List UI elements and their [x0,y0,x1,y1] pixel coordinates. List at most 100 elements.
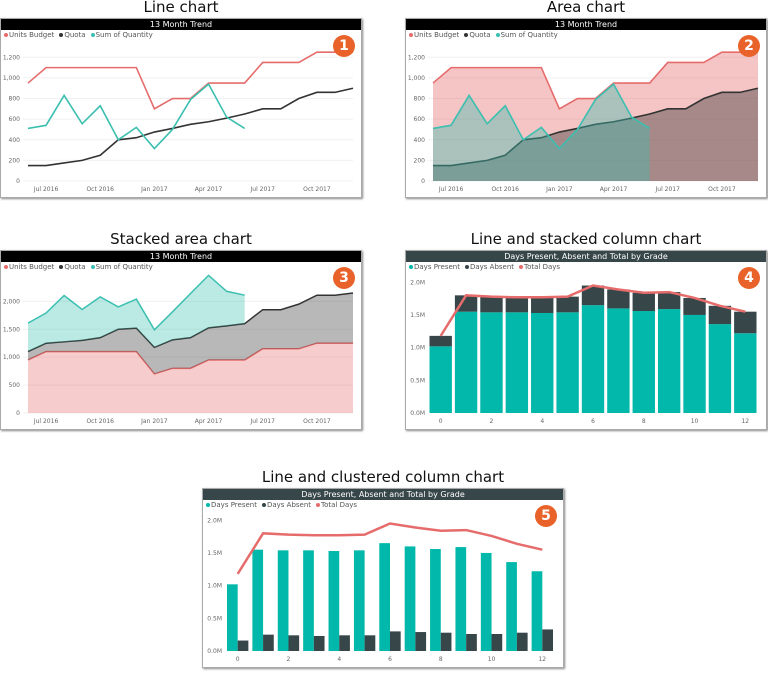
series-line-total-days [236,522,543,575]
bar-days-absent [237,640,249,651]
chart-header: 13 Month Trend [1,251,361,262]
chart-panel-4[interactable]: Days Present, Absent and Total by Grade … [405,250,767,430]
legend-item[interactable]: Total Days [316,501,357,509]
chart-title: Line chart [143,0,219,16]
legend-label: Sum of Quantity [95,263,153,271]
y-tick-label: 2.0M [207,517,222,524]
legend-dot-icon [519,265,524,269]
y-tick-label: 1,000 [3,75,20,82]
legend-item[interactable]: Quota [59,263,86,271]
chart-header: 13 Month Trend [1,19,361,30]
area-quota [433,88,758,181]
bar-days-absent [556,296,579,313]
x-tick-label: 8 [439,656,443,663]
number-badge: 4 [738,267,760,289]
x-tick-label: 10 [488,656,496,663]
y-tick-label: 0 [421,178,425,185]
y-tick-label: 1.5M [410,312,425,319]
legend-label: Quota [469,31,491,39]
legend-label: Days Present [414,263,460,271]
legend-dot-icon [409,265,413,269]
x-tick-label: 6 [591,418,595,425]
legend-item[interactable]: Sum of Quantity [90,31,153,39]
area-units-budget [433,52,758,182]
chart-header: Days Present, Absent and Total by Grade [203,489,563,500]
x-tick-label: Oct 2016 [86,418,114,425]
bar-days-present [505,312,529,413]
bar-days-absent [657,292,681,310]
y-tick-label: 600 [9,116,21,123]
legend: Units Budget Quota Sum of Quantity [1,30,361,41]
y-tick-label: 800 [9,96,21,103]
legend-item[interactable]: Days Present [409,263,460,271]
bar-days-present [632,311,655,413]
legend: Units Budget Quota Sum of Quantity [1,262,361,273]
bar-days-absent [364,635,376,651]
chart-title: Line and clustered column chart [261,468,505,486]
legend-item[interactable]: Days Absent [261,501,311,509]
bar-days-present [252,549,264,651]
x-tick-label: Jul 2017 [655,186,681,193]
x-tick-label: Apr 2017 [195,186,223,193]
bar-days-present [708,324,732,413]
bar-days-present [607,308,630,413]
legend-dot-icon [261,503,266,507]
number-badge: 5 [535,505,557,527]
bar-days-absent [415,632,427,651]
y-tick-label: 400 [9,137,21,144]
x-tick-label: 10 [691,418,699,425]
area-units-budget [28,343,353,413]
legend-item[interactable]: Sum of Quantity [495,31,558,39]
y-tick-label: 1,200 [3,54,20,61]
bar-days-absent [632,292,655,312]
number-badge: 3 [333,267,355,289]
x-tick-label: 12 [538,656,546,663]
chart-panel-2[interactable]: 13 Month Trend Units Budget Quota Sum of Q… [405,18,767,198]
x-tick-label: 6 [388,656,392,663]
legend-dot-icon [90,265,95,269]
bar-days-absent [542,629,553,651]
legend-item[interactable]: Days Absent [464,263,514,271]
x-tick-label: 2 [490,418,494,425]
bar-days-present [480,552,492,651]
y-tick-label: 2.0M [410,279,425,286]
legend-label: Total Days [524,263,561,271]
bar-days-present [353,550,365,651]
bar-days-present [556,312,579,413]
chart-panel-5[interactable]: Days Present, Absent and Total by Grade … [202,488,564,668]
chart-panel-3[interactable]: 13 Month Trend Units Budget Quota Sum of Q… [0,250,362,430]
y-tick-label: 1,500 [3,326,20,333]
legend-label: Units Budget [9,263,55,271]
bar-days-absent [263,634,274,651]
legend-label: Units Budget [414,31,460,39]
y-tick-label: 0.0M [410,410,425,417]
bar-days-absent [708,305,732,325]
y-tick-label: 0.5M [410,377,425,384]
bar-days-present [379,543,390,651]
legend-dot-icon [59,33,64,37]
legend-item[interactable]: Total Days [519,263,560,271]
chart-title: Area chart [546,0,626,16]
chart-panel-1[interactable]: 13 Month Trend Units Budget Quota Sum of Q… [0,18,362,198]
legend-dot-icon [464,265,469,269]
legend-label: Sum of Quantity [95,31,153,39]
legend-dot-icon [4,265,8,269]
legend-item[interactable]: Units Budget [409,31,459,39]
y-tick-label: 1.0M [207,583,222,590]
legend-item[interactable]: Quota [59,31,86,39]
legend-item[interactable]: Units Budget [4,31,54,39]
bar-days-present [683,314,706,413]
legend-item[interactable]: Quota [464,31,491,39]
bar-days-present [531,312,554,413]
legend-item[interactable]: Units Budget [4,263,54,271]
legend-dot-icon [316,503,321,507]
legend: Units Budget Quota Sum of Quantity [406,30,766,41]
bar-days-present [581,305,605,413]
legend-item[interactable]: Sum of Quantity [90,263,153,271]
chart-header: 13 Month Trend [406,19,766,30]
y-tick-label: 1.0M [410,345,425,352]
x-tick-label: Jul 2016 [33,418,59,425]
legend-item[interactable]: Days Present [206,501,257,509]
bar-days-absent [390,631,401,651]
series-line-sum-of-quantity [27,274,245,332]
